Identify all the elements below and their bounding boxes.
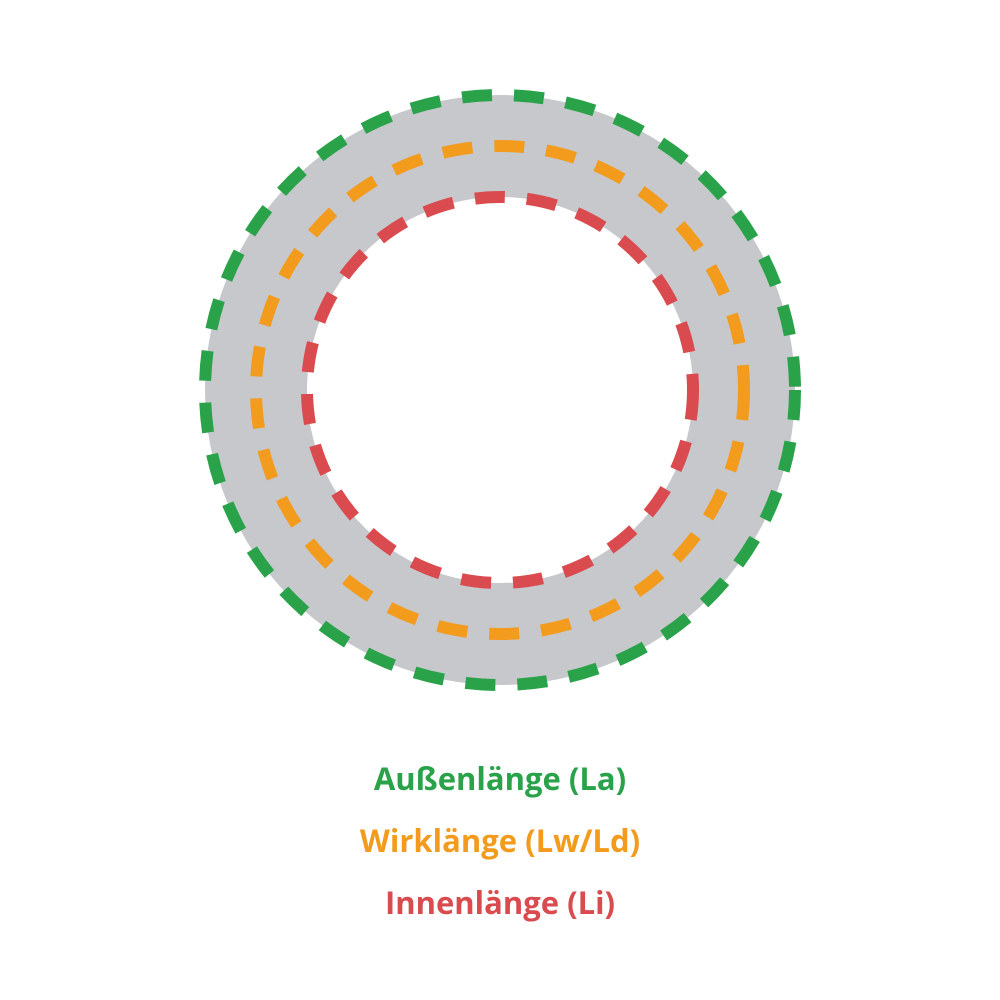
legend-line-1: Wirklänge (Lw/Ld): [0, 820, 1000, 862]
legend-label-outer: Außenlänge (La): [374, 758, 626, 800]
legend-line-2: Innenlänge (Li): [0, 882, 1000, 924]
ring-group: [205, 95, 795, 685]
figure-wrap: Außenlänge (La) Wirklänge (Lw/Ld) Innenl…: [0, 0, 1000, 1000]
legend-label-inner: Innenlänge (Li): [385, 882, 615, 924]
legend-line-0: Außenlänge (La): [0, 758, 1000, 800]
legend-label-middle: Wirklänge (Lw/Ld): [360, 820, 640, 862]
